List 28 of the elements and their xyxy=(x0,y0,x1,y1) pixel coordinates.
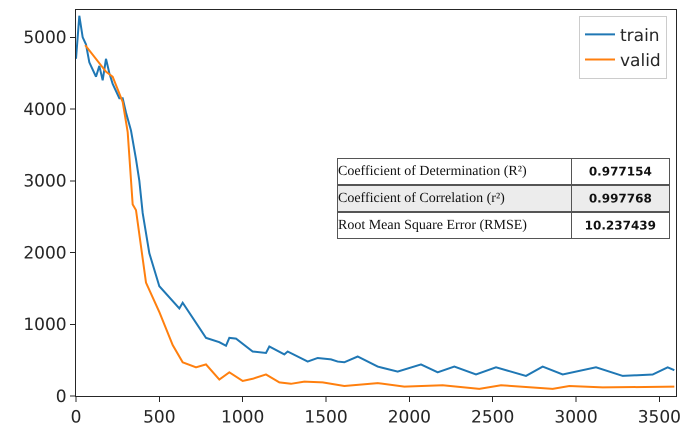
y-tick-label: 2000 xyxy=(23,243,67,264)
x-tick-label: 2500 xyxy=(471,407,514,428)
x-tick-label: 3500 xyxy=(638,407,681,428)
x-tick-label: 1000 xyxy=(221,407,264,428)
picture-metrics-table: 0.977154 xyxy=(571,158,670,185)
y-tick-label: 5000 xyxy=(23,28,67,48)
annotation: 10.237439 xyxy=(584,218,656,232)
annotation: Coefficient of Correlation (r²) xyxy=(338,190,506,206)
picture-metrics-table: Root Mean Square Error (RMSE) xyxy=(337,212,572,239)
annotation: 0.997768 xyxy=(588,191,652,206)
x-tick-label: 2000 xyxy=(388,407,431,428)
y-tick-label: 0 xyxy=(56,386,67,407)
legend-label: valid xyxy=(620,51,661,72)
picture-metrics-table: Coefficient of Determination (R²) xyxy=(337,158,572,185)
picture-metrics-table: 10.237439 xyxy=(571,212,670,239)
y-tick-label: 3000 xyxy=(23,172,67,192)
picture-metrics-table: Coefficient of Correlation (r²) xyxy=(337,185,572,212)
legend-label: train xyxy=(620,26,660,46)
annotation: 0.977154 xyxy=(588,164,652,178)
picture-metrics-table: 0.997768 xyxy=(571,185,670,212)
y-tick-label: 4000 xyxy=(23,100,67,120)
x-tick-label: 0 xyxy=(70,407,82,428)
x-tick-label: 500 xyxy=(143,407,176,428)
x-tick-label: 3000 xyxy=(554,407,598,428)
annotation: Root Mean Square Error (RMSE) xyxy=(338,218,528,233)
x-tick-label: 1500 xyxy=(304,407,348,428)
y-tick-label: 1000 xyxy=(23,315,67,336)
annotation: Coefficient of Determination (R²) xyxy=(338,164,527,179)
